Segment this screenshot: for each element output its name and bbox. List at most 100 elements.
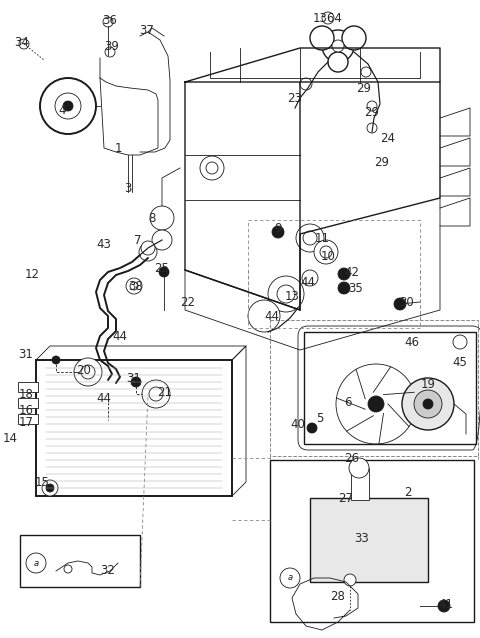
Text: 20: 20 (77, 364, 91, 376)
Text: 38: 38 (129, 279, 144, 292)
Bar (36, 360, 232, 496)
Bar (310, 498, 428, 582)
Circle shape (42, 480, 58, 496)
Circle shape (64, 565, 72, 573)
Bar (18, 398, 38, 408)
Circle shape (314, 240, 338, 264)
Circle shape (149, 387, 163, 401)
Circle shape (322, 12, 334, 24)
Circle shape (322, 30, 354, 62)
Text: 28: 28 (331, 590, 346, 602)
Text: 31: 31 (127, 371, 142, 385)
Circle shape (328, 52, 348, 72)
Circle shape (342, 26, 366, 50)
Text: 37: 37 (140, 24, 155, 36)
Text: 44: 44 (96, 392, 111, 404)
Text: 44: 44 (300, 276, 315, 288)
Text: 25: 25 (155, 262, 169, 274)
Circle shape (310, 26, 334, 50)
Text: 45: 45 (453, 355, 468, 369)
Text: 29: 29 (357, 82, 372, 94)
Circle shape (338, 282, 350, 294)
Circle shape (307, 423, 317, 433)
Text: 33: 33 (355, 531, 370, 544)
Text: 16: 16 (19, 403, 34, 417)
Bar (351, 468, 369, 500)
Circle shape (453, 335, 467, 349)
Circle shape (332, 40, 344, 52)
Circle shape (139, 243, 157, 261)
Text: 29: 29 (364, 105, 380, 119)
Circle shape (438, 600, 450, 612)
Text: 4: 4 (58, 103, 66, 117)
Text: 44: 44 (112, 329, 128, 343)
Text: 21: 21 (157, 385, 172, 399)
Circle shape (74, 358, 102, 386)
Text: 36: 36 (103, 13, 118, 27)
Text: 34: 34 (14, 36, 29, 48)
Text: 46: 46 (405, 336, 420, 348)
Circle shape (277, 285, 295, 303)
Text: 7: 7 (134, 234, 142, 246)
Text: 11: 11 (314, 232, 329, 244)
Text: 41: 41 (439, 598, 454, 611)
Text: a: a (288, 574, 293, 582)
Text: 27: 27 (338, 491, 353, 505)
Text: 13: 13 (285, 290, 300, 302)
Circle shape (280, 568, 300, 588)
Circle shape (296, 224, 324, 252)
Text: 44: 44 (264, 309, 279, 322)
Circle shape (302, 270, 318, 286)
Text: 40: 40 (290, 417, 305, 431)
Circle shape (367, 123, 377, 133)
Text: 35: 35 (348, 281, 363, 295)
Text: 43: 43 (96, 237, 111, 251)
Text: 1364: 1364 (313, 11, 343, 24)
Circle shape (248, 300, 280, 332)
Bar (18, 382, 38, 392)
Text: a: a (34, 558, 38, 567)
Circle shape (150, 206, 174, 230)
Circle shape (141, 241, 155, 255)
Circle shape (152, 230, 172, 250)
Text: 24: 24 (381, 131, 396, 144)
Circle shape (131, 377, 141, 387)
Circle shape (130, 282, 138, 290)
Text: 8: 8 (148, 212, 156, 225)
Text: 30: 30 (400, 295, 414, 309)
Text: 9: 9 (274, 221, 282, 235)
Text: 32: 32 (101, 563, 115, 577)
Text: 23: 23 (288, 91, 302, 105)
Text: 42: 42 (345, 265, 360, 279)
Circle shape (344, 574, 356, 586)
Circle shape (103, 17, 113, 27)
Circle shape (402, 378, 454, 430)
Circle shape (200, 156, 224, 180)
Text: 22: 22 (180, 295, 195, 309)
Text: 17: 17 (19, 415, 34, 429)
Circle shape (272, 226, 284, 238)
Text: 18: 18 (19, 389, 34, 401)
Text: 5: 5 (316, 412, 324, 424)
Circle shape (338, 268, 350, 280)
Circle shape (268, 276, 304, 312)
Circle shape (105, 47, 115, 57)
Text: 29: 29 (374, 156, 389, 168)
Text: 1: 1 (114, 142, 122, 154)
Circle shape (26, 553, 46, 573)
Text: 31: 31 (19, 348, 34, 360)
Circle shape (303, 231, 317, 245)
Circle shape (423, 399, 433, 409)
Circle shape (142, 380, 170, 408)
Circle shape (414, 390, 442, 418)
Circle shape (98, 374, 118, 394)
Circle shape (394, 298, 406, 310)
Bar (18, 414, 38, 424)
Bar (270, 320, 478, 456)
Circle shape (159, 267, 169, 277)
Text: 15: 15 (35, 475, 49, 489)
Circle shape (367, 101, 377, 111)
Text: 19: 19 (420, 378, 435, 390)
Circle shape (126, 278, 142, 294)
Bar (270, 460, 474, 622)
